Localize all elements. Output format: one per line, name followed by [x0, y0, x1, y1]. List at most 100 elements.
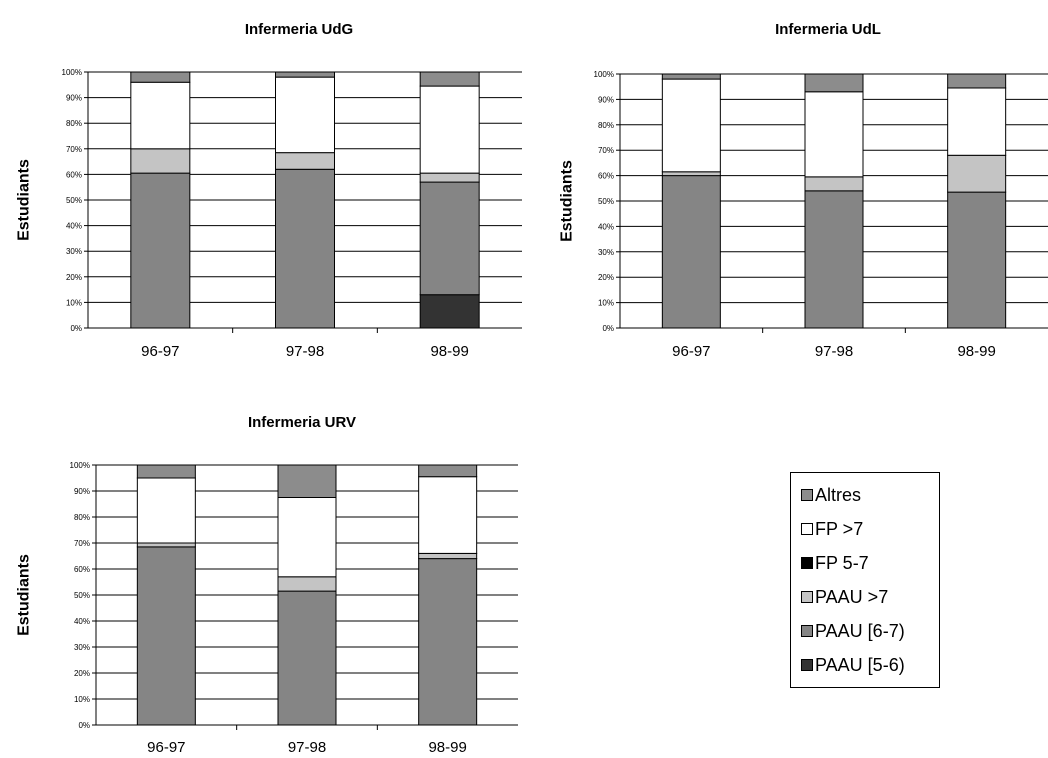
bar-segment-fp-7: [418, 476, 478, 554]
y-tick-label: 20%: [598, 273, 614, 282]
y-tick-label: 70%: [598, 146, 614, 155]
legend-swatch-paau-5-6: [801, 659, 813, 671]
y-tick-label: 70%: [66, 145, 82, 154]
bar-segment-paau-7: [661, 171, 721, 177]
bar-segment-altres: [661, 73, 721, 80]
y-tick-label: 50%: [66, 196, 82, 205]
legend-label-paau-over-7: PAAU >7: [815, 586, 889, 607]
bar-segment-altres: [136, 464, 196, 479]
bar-segment-paau-6-7: [130, 172, 191, 329]
x-tick-label: 96-97: [147, 739, 185, 756]
bar-segment-paau-7: [419, 172, 480, 183]
legend-label-paau-6-7: PAAU [6-7): [815, 620, 905, 641]
y-tick-label: 30%: [74, 643, 90, 652]
bar-segment-fp-7: [419, 85, 480, 174]
bar-segment-fp-7: [275, 76, 335, 154]
legend-item-paau-5-6: PAAU [5-6): [801, 653, 905, 677]
bar-segment-paau-7: [947, 154, 1007, 193]
bar-segment-paau-7: [277, 576, 337, 592]
legend-item-paau-over-7: PAAU >7: [801, 585, 888, 609]
bar-segment-paau-7: [418, 552, 478, 560]
bar-segment-paau-6-7: [277, 590, 337, 726]
legend-swatch-paau-6-7: [801, 625, 813, 637]
bar-segment-altres: [419, 71, 480, 87]
bar-segment-paau-6-7: [419, 181, 480, 296]
y-tick-label: 40%: [66, 222, 82, 231]
legend-item-altres: Altres: [801, 483, 861, 507]
bar-segment-fp-7: [130, 81, 191, 150]
bar-segment-fp-7: [947, 87, 1007, 156]
bar-segment-fp-7: [661, 78, 721, 173]
legend-swatch-altres: [801, 489, 813, 501]
y-tick-label: 90%: [66, 94, 82, 103]
bar-segment-paau-6-7: [275, 168, 335, 329]
y-tick-label: 80%: [66, 119, 82, 128]
y-tick-label: 40%: [74, 617, 90, 626]
chart-title: Infermeria URV: [248, 414, 356, 431]
x-tick-label: 98-99: [428, 739, 466, 756]
bar-segment-fp-7: [136, 477, 196, 544]
bar-segment-paau-7: [136, 542, 196, 548]
bar-segment-altres: [947, 73, 1007, 89]
legend-swatch-fp-over-7: [801, 523, 813, 535]
bar-segment-paau-6-7: [136, 546, 196, 726]
bar-segment-paau-5-6: [419, 294, 480, 329]
y-tick-label: 0%: [602, 324, 614, 333]
y-tick-label: 100%: [70, 461, 90, 470]
y-tick-label: 70%: [74, 539, 90, 548]
chart-udl: Infermeria UdL Estudiants 0% 10% 20% 30% 40% 50…: [559, 21, 1048, 360]
y-axis-label: Estudiants: [559, 160, 576, 242]
bar-segment-paau-6-7: [418, 558, 478, 726]
x-tick-label: 97-98: [286, 343, 324, 360]
bar-segment-fp-7: [277, 497, 337, 578]
y-tick-label: 60%: [74, 565, 90, 574]
chart-title: Infermeria UdG: [245, 21, 353, 38]
legend-swatch-fp-5-7: [801, 557, 813, 569]
bar-segment-altres: [277, 464, 337, 498]
legend-item-paau-6-7: PAAU [6-7): [801, 619, 905, 643]
y-tick-label: 30%: [598, 248, 614, 257]
legend: Altres FP >7 FP 5-7 PAAU >7 PAAU [6-7) P…: [790, 472, 940, 688]
y-tick-label: 20%: [66, 273, 82, 282]
y-tick-label: 0%: [70, 324, 82, 333]
y-tick-label: 50%: [598, 197, 614, 206]
y-tick-label: 100%: [594, 70, 614, 79]
y-tick-label: 50%: [74, 591, 90, 600]
y-axis-label: Estudiants: [16, 159, 33, 241]
chart-urv: Infermeria URV Estudiants 0% 10% 20% 30% 40% 50…: [16, 414, 518, 756]
bar-segment-paau-7: [275, 152, 335, 170]
bar-segment-paau-6-7: [804, 190, 864, 329]
x-tick-label: 96-97: [141, 343, 179, 360]
y-tick-label: 10%: [66, 298, 82, 307]
legend-swatch-paau-over-7: [801, 591, 813, 603]
legend-label-paau-5-6: PAAU [5-6): [815, 654, 905, 675]
y-tick-label: 100%: [62, 68, 82, 77]
bar-segment-paau-6-7: [661, 175, 721, 329]
y-tick-label: 80%: [598, 121, 614, 130]
bar-segment-paau-6-7: [947, 191, 1007, 329]
bar-segment-paau-7: [804, 176, 864, 192]
y-tick-label: 10%: [598, 299, 614, 308]
legend-label-fp-5-7: FP 5-7: [815, 552, 869, 573]
x-tick-label: 98-99: [957, 343, 995, 360]
y-tick-label: 10%: [74, 695, 90, 704]
y-tick-label: 80%: [74, 513, 90, 522]
y-tick-label: 40%: [598, 222, 614, 231]
y-tick-label: 60%: [66, 170, 82, 179]
x-tick-label: 97-98: [288, 739, 326, 756]
chart-udg: Infermeria UdG Estudiants 0% 10% 20% 30% 40% 50…: [16, 21, 522, 360]
legend-label-fp-over-7: FP >7: [815, 518, 864, 539]
y-tick-label: 90%: [598, 95, 614, 104]
x-tick-label: 97-98: [815, 343, 853, 360]
x-tick-label: 96-97: [672, 343, 710, 360]
y-tick-label: 60%: [598, 172, 614, 181]
y-tick-label: 20%: [74, 669, 90, 678]
y-axis-label: Estudiants: [16, 554, 33, 636]
bar-segment-fp-7: [804, 91, 864, 178]
y-tick-label: 90%: [74, 487, 90, 496]
y-tick-label: 30%: [66, 247, 82, 256]
legend-item-fp-5-7: FP 5-7: [801, 551, 869, 575]
legend-label-altres: Altres: [815, 484, 862, 505]
bar-segment-altres: [275, 71, 335, 78]
